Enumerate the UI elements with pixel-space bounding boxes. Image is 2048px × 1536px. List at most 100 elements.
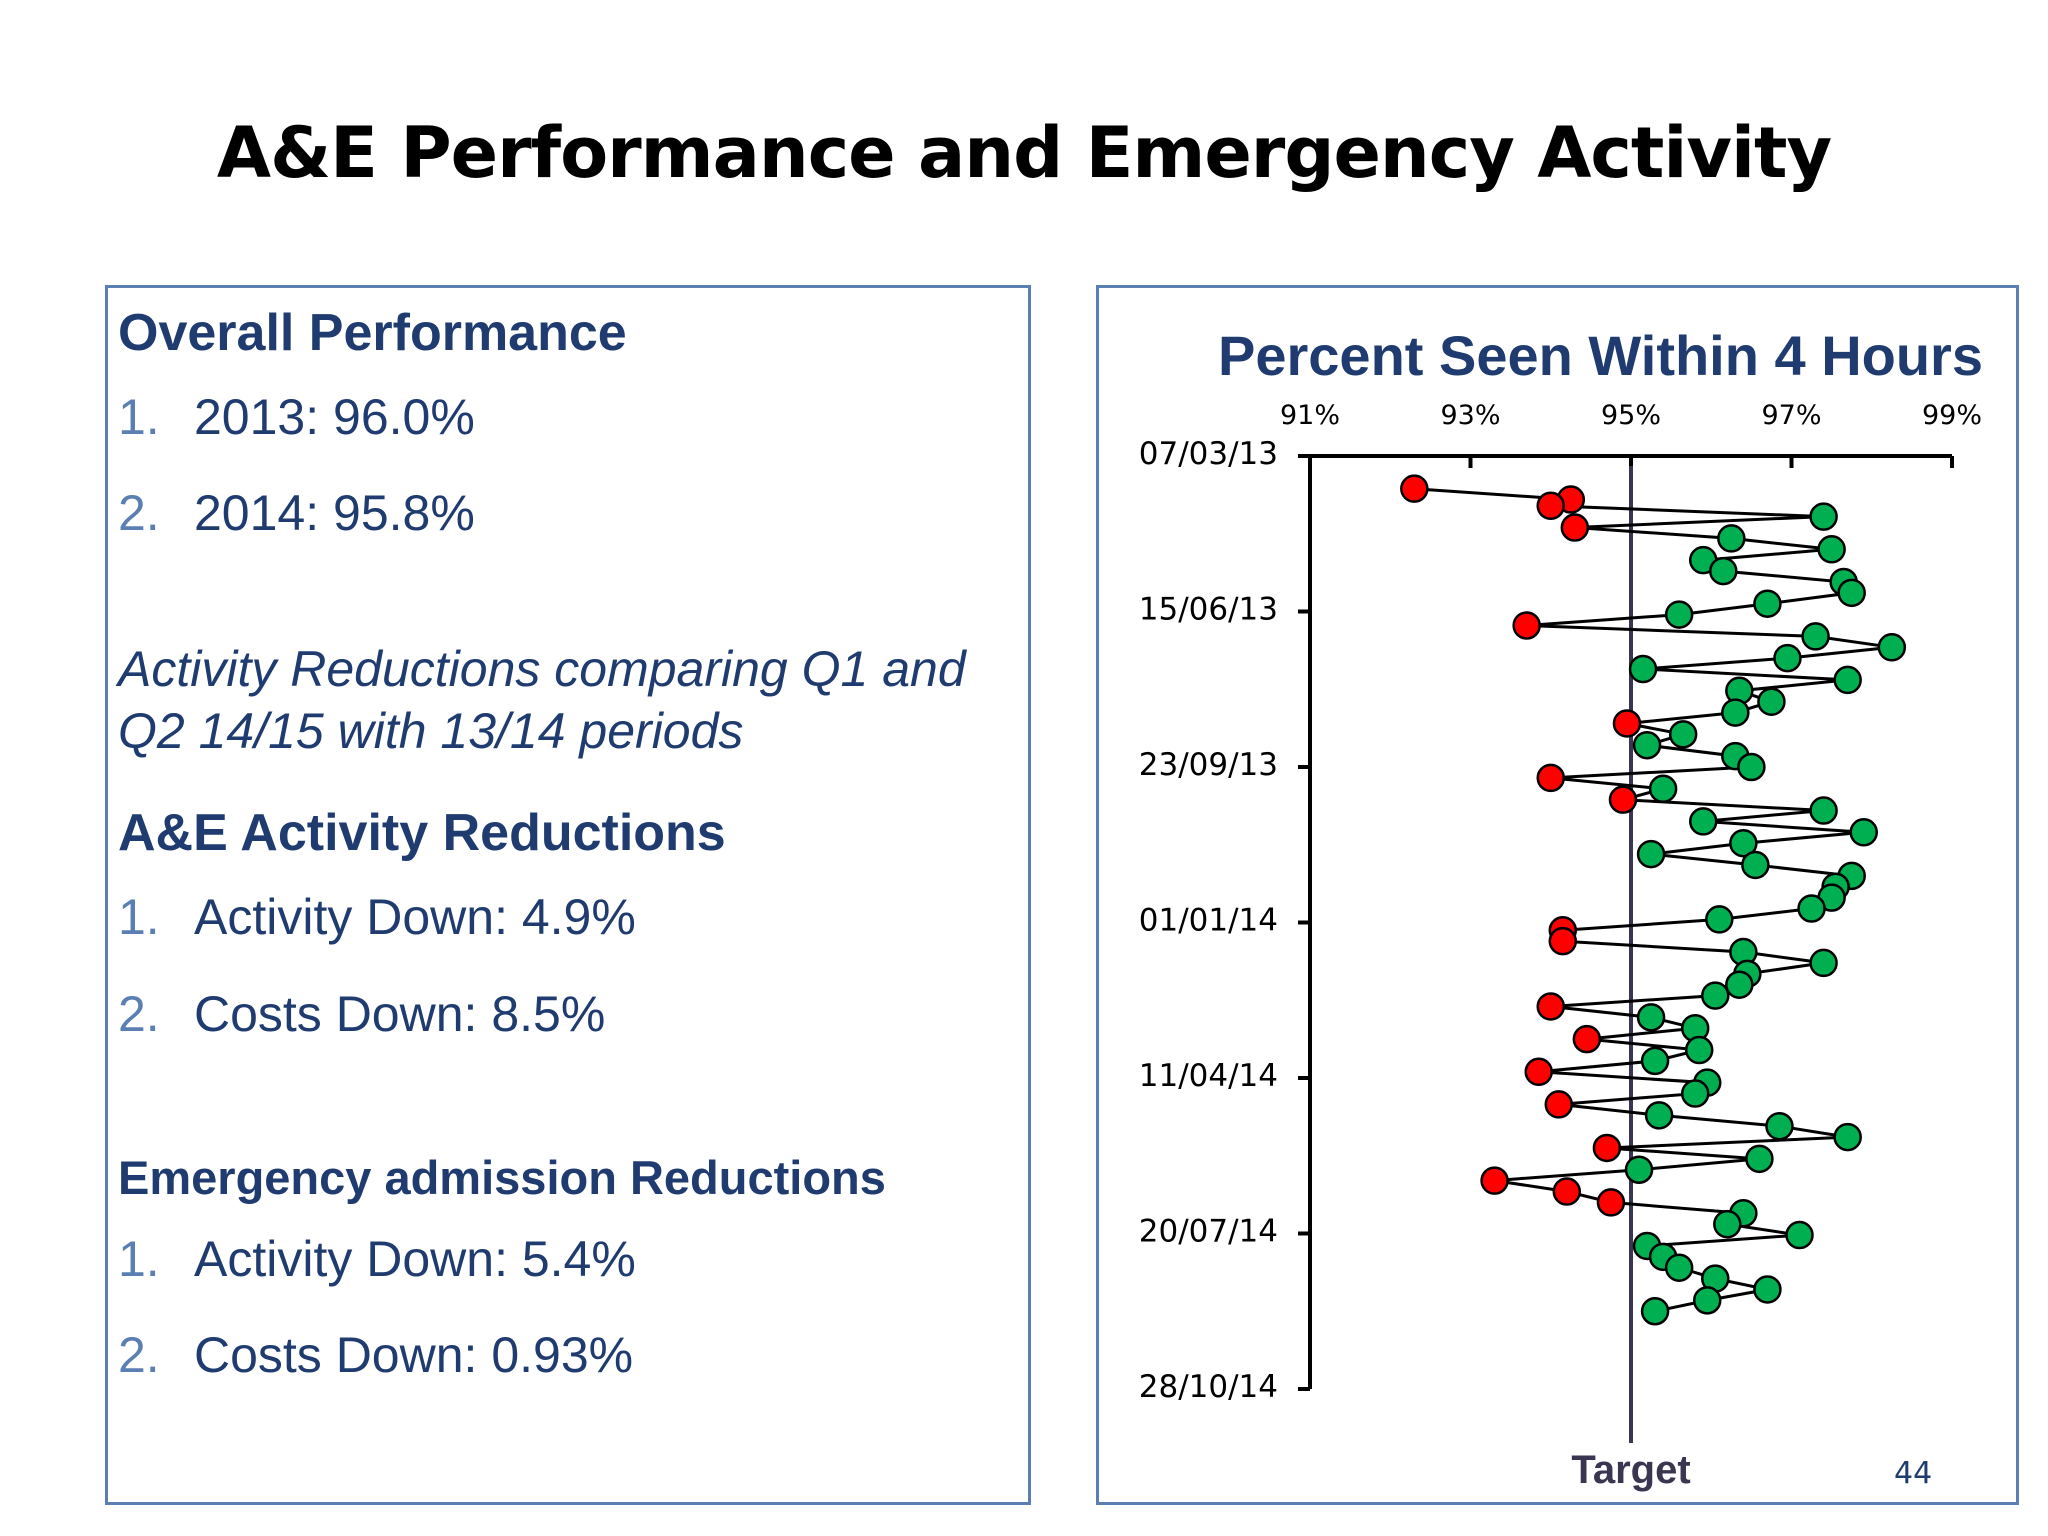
- y-tick-label: 28/10/14: [1139, 1369, 1278, 1405]
- emergency-item-costs: 2. Costs Down: 0.93%: [118, 1326, 633, 1384]
- x-tick-label: 95%: [1601, 400, 1661, 431]
- data-point: [1524, 1057, 1553, 1087]
- data-point: [1877, 633, 1907, 662]
- ae-activity-heading: A&E Activity Reductions: [118, 804, 726, 862]
- data-point: [1709, 556, 1738, 586]
- data-point: [1536, 491, 1565, 521]
- scatter-chart: 91% 93% 95% 97% 99% 07/03/13 15/06/13 23/09/13 0…: [1139, 400, 1982, 1492]
- overall-item-2014: 2. 2014: 95.8%: [118, 484, 475, 542]
- data-point: [1512, 611, 1541, 640]
- data-point: [1608, 785, 1638, 814]
- list-text: Activity Down: 4.9%: [194, 889, 636, 945]
- emergency-item-activity: 1. Activity Down: 5.4%: [118, 1230, 636, 1288]
- data-point: [1797, 894, 1826, 923]
- list-number: 1.: [118, 889, 160, 945]
- data-point: [1536, 992, 1565, 1021]
- data-point: [1765, 1111, 1794, 1141]
- overall-performance-heading: Overall Performance: [118, 304, 627, 362]
- data-point: [1849, 818, 1878, 847]
- list-text: Costs Down: 0.93%: [194, 1327, 634, 1383]
- data-point: [1640, 1046, 1670, 1076]
- y-tick-label: 23/09/13: [1139, 747, 1278, 783]
- data-point: [1668, 720, 1698, 749]
- slide-title: A&E Performance and Emergency Activity: [216, 112, 1832, 194]
- data-point: [1592, 1133, 1622, 1163]
- data-point: [1632, 730, 1662, 760]
- list-number: 2.: [118, 485, 160, 541]
- list-number: 2.: [118, 1327, 160, 1383]
- summary-panel: Overall Performance 1. 2013: 96.0% 2. 2014…: [105, 285, 1031, 1505]
- data-point: [1648, 774, 1678, 804]
- data-point: [1636, 1003, 1666, 1032]
- y-tick-label: 20/07/14: [1139, 1214, 1278, 1250]
- data-point: [1480, 1166, 1509, 1195]
- chart-title: Percent Seen Within 4 Hours: [1218, 324, 1983, 387]
- x-tick-label: 91%: [1280, 400, 1340, 431]
- data-point: [1664, 1253, 1694, 1282]
- data-point: [1688, 807, 1718, 836]
- data-point: [1801, 622, 1830, 651]
- data-point: [1809, 502, 1838, 531]
- data-point: [1572, 1024, 1602, 1054]
- data-point: [1757, 687, 1786, 716]
- data-point: [1753, 1275, 1782, 1304]
- x-tick-label: 93%: [1440, 400, 1500, 431]
- y-tick-label: 01/01/14: [1139, 903, 1278, 939]
- y-tick-label: 11/04/14: [1139, 1058, 1278, 1094]
- x-tick-label: 97%: [1761, 400, 1821, 431]
- data-point: [1640, 1297, 1670, 1326]
- data-point: [1717, 524, 1746, 553]
- emergency-admission-heading: Emergency admission Reductions: [118, 1151, 886, 1204]
- data-point: [1664, 600, 1694, 629]
- y-tick-label: 15/06/13: [1139, 592, 1278, 628]
- data-point: [1753, 589, 1782, 618]
- data-point: [1745, 1144, 1774, 1174]
- data-point: [1644, 1101, 1674, 1130]
- data-point: [1692, 1286, 1722, 1315]
- data-point: [1809, 796, 1838, 825]
- data-point: [1809, 948, 1838, 978]
- data-point: [1741, 850, 1770, 880]
- data-point: [1701, 981, 1730, 1010]
- x-tick-label: 99%: [1922, 400, 1982, 431]
- data-point: [1544, 1090, 1574, 1119]
- data-point: [1713, 1209, 1742, 1239]
- data-point: [1636, 839, 1666, 869]
- data-point: [1680, 1079, 1710, 1108]
- list-number: 1.: [118, 1231, 160, 1287]
- data-point: [1628, 654, 1658, 684]
- data-point: [1729, 828, 1758, 858]
- target-label: Target: [1571, 1448, 1690, 1492]
- data-point: [1560, 513, 1590, 542]
- data-point: [1612, 709, 1642, 738]
- data-point: [1721, 698, 1750, 727]
- activity-note: Activity Reductions comparing Q1 and Q2 …: [118, 641, 966, 759]
- data-point: [1725, 970, 1754, 999]
- y-tick-label: 07/03/13: [1139, 436, 1278, 472]
- overall-item-2013: 1. 2013: 96.0%: [118, 388, 475, 446]
- data-point: [1705, 905, 1734, 934]
- data-point: [1596, 1188, 1626, 1217]
- data-point: [1817, 535, 1846, 564]
- data-point: [1684, 1035, 1714, 1065]
- data-point: [1833, 665, 1862, 695]
- data-point: [1833, 1122, 1862, 1152]
- data-point: [1548, 926, 1578, 956]
- data-point: [1737, 752, 1766, 782]
- ae-item-activity: 1. Activity Down: 4.9%: [118, 888, 636, 946]
- ae-item-costs: 2. Costs Down: 8.5%: [118, 985, 605, 1043]
- chart-panel: Percent Seen Within 4 Hours 91% 93% 95% 97%…: [1096, 285, 2019, 1505]
- data-point: [1837, 578, 1866, 608]
- list-text: 2014: 95.8%: [194, 485, 475, 541]
- data-point: [1536, 763, 1565, 793]
- page-number: 44: [1894, 1456, 1933, 1491]
- data-point: [1400, 474, 1429, 503]
- list-text: Activity Down: 5.4%: [194, 1231, 636, 1287]
- data-point: [1773, 643, 1802, 673]
- data-point: [1785, 1220, 1814, 1250]
- list-text: 2013: 96.0%: [194, 389, 475, 445]
- list-text: Costs Down: 8.5%: [194, 986, 606, 1042]
- data-point: [1624, 1155, 1654, 1184]
- list-number: 1.: [118, 389, 160, 445]
- list-number: 2.: [118, 986, 160, 1042]
